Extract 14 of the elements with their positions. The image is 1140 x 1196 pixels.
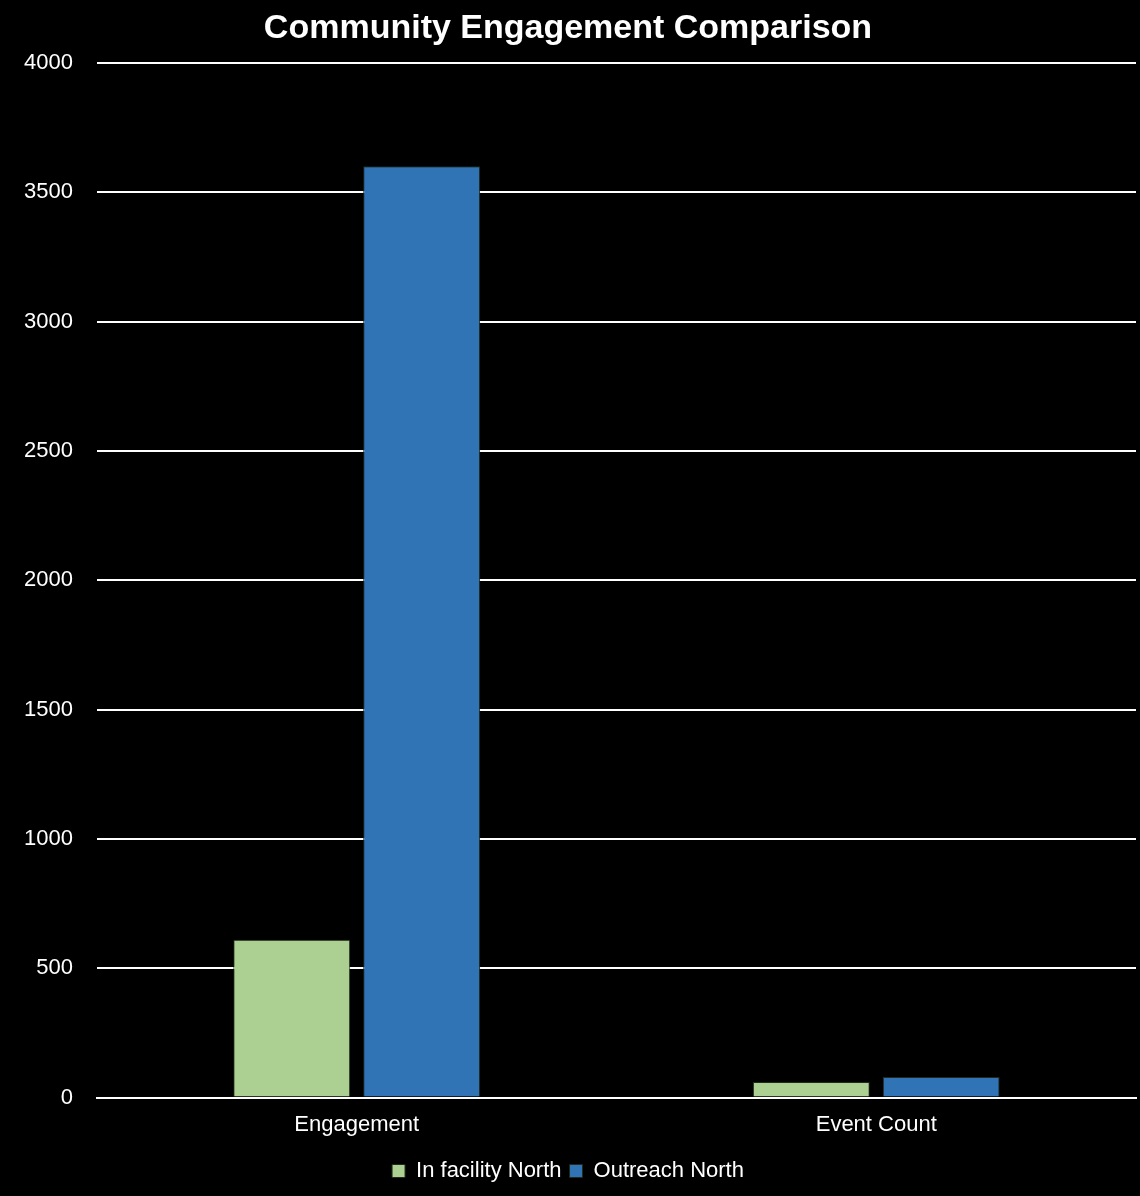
y-tick-label: 4000	[23, 48, 73, 74]
y-tick-label: 1000	[23, 824, 73, 850]
y-tick-label: 1500	[23, 695, 73, 721]
x-tick-label: Engagement	[294, 1110, 420, 1136]
y-tick-label: 3000	[23, 307, 73, 333]
x-tick-label: Event Count	[815, 1110, 937, 1136]
legend-label: In facility North	[416, 1157, 562, 1183]
y-tick-label: 2000	[23, 566, 73, 592]
chart-title: Community Engagement Comparison	[263, 6, 873, 45]
y-tick-label: 3500	[23, 178, 73, 204]
y-tick-label: 500	[36, 954, 73, 980]
y-tick-label: 0	[60, 1083, 73, 1109]
y-tick-label: 2500	[23, 436, 73, 462]
legend-label: Outreach North	[593, 1157, 744, 1183]
